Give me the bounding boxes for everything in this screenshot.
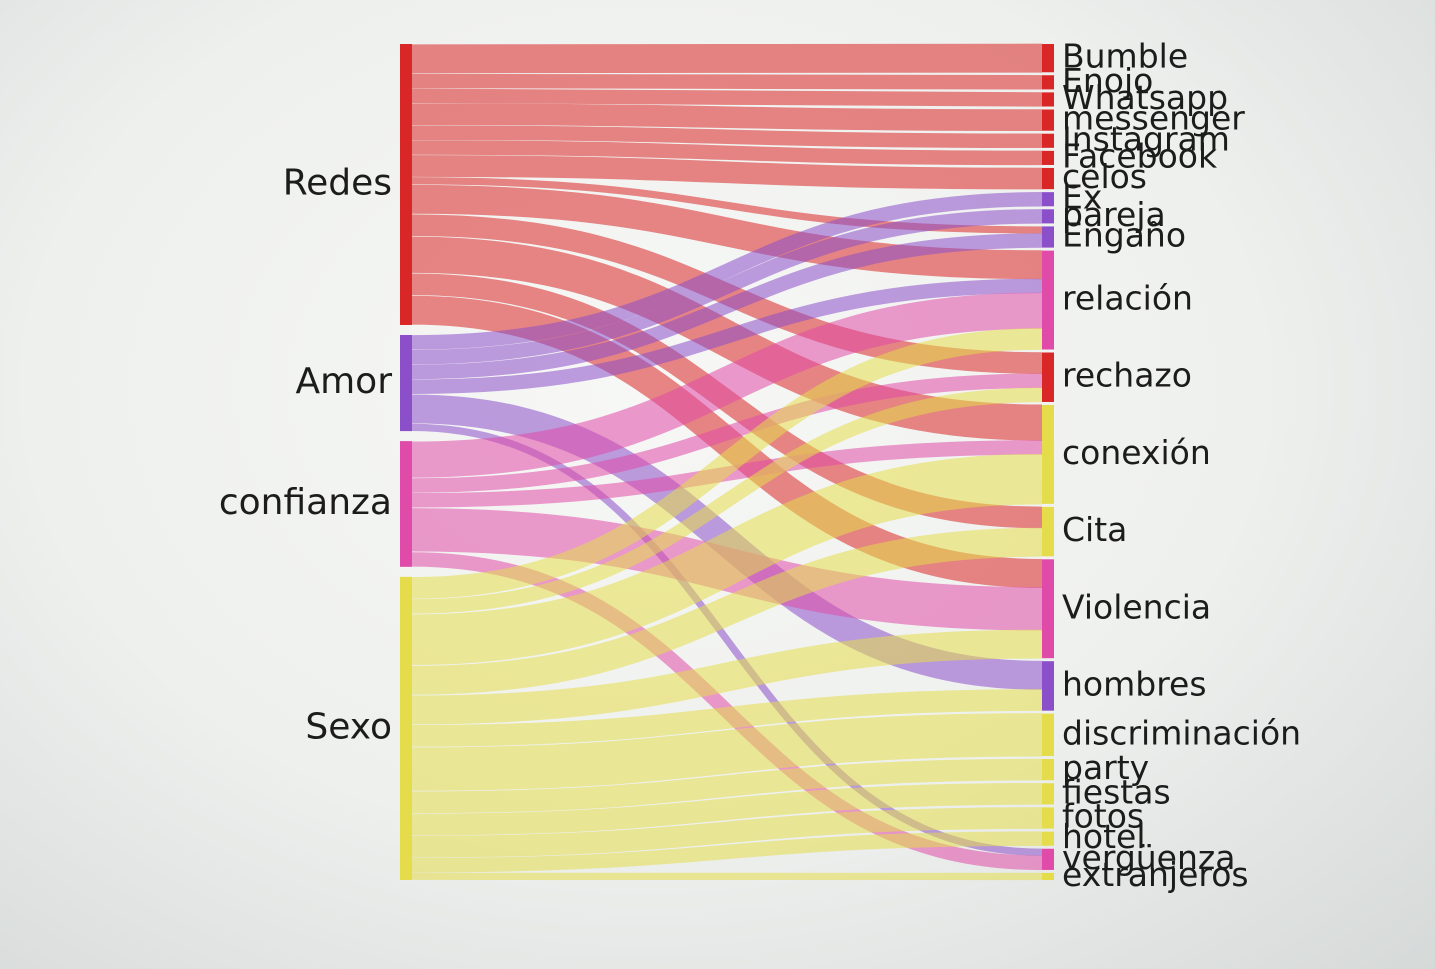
target-node-extranjeros	[1042, 872, 1054, 880]
source-node-confianza	[400, 441, 412, 567]
link-sexo-relacion	[411, 328, 1043, 599]
target-label-messenger: messenger	[1062, 99, 1245, 138]
link-confianza-relacion	[411, 292, 1043, 478]
target-label-hotel: hotel	[1062, 817, 1146, 856]
source-label-amor: Amor	[295, 361, 392, 402]
link-amor-relacion	[411, 278, 1043, 394]
target-node-hotel	[1042, 831, 1054, 846]
target-node-discriminacion	[1042, 713, 1054, 757]
link-redes-relacion	[411, 184, 1043, 280]
source-nodes	[400, 44, 412, 880]
link-sexo-hotel	[411, 831, 1043, 873]
target-label-cita: Cita	[1062, 510, 1127, 549]
target-node-hombres	[1042, 661, 1054, 711]
source-node-redes	[400, 44, 412, 325]
link-amor-ex	[411, 191, 1043, 350]
target-label-violencia: Violencia	[1062, 587, 1211, 626]
link-sexo-fotos	[411, 807, 1043, 858]
target-label-whatsapp: Whatsapp	[1062, 78, 1228, 117]
target-label-enojo: Enojo	[1062, 61, 1153, 100]
target-node-enojo	[1042, 75, 1054, 90]
source-label-redes: Redes	[283, 162, 392, 203]
target-label-ex: Ex	[1062, 178, 1102, 217]
target-label-party: party	[1062, 748, 1149, 787]
link-amor-pareja	[411, 209, 1043, 365]
link-redes-enojo	[411, 73, 1043, 90]
target-label-verguenza: vergüenza	[1062, 838, 1235, 877]
target-node-facebook	[1042, 150, 1054, 165]
source-node-amor	[400, 334, 412, 432]
source-label-confianza: confianza	[219, 482, 392, 523]
target-label-instagram: Instagram	[1062, 119, 1230, 158]
target-node-ex	[1042, 192, 1054, 207]
target-label-rechazo: rechazo	[1062, 356, 1192, 395]
link-amor-engano	[411, 233, 1043, 380]
link-sexo-violencia	[411, 629, 1043, 725]
link-redes-whatsapp	[411, 88, 1043, 107]
sankey-links	[411, 43, 1043, 881]
source-label-sexo: Sexo	[305, 706, 392, 747]
target-node-conexion	[1042, 404, 1054, 504]
link-redes-messenger	[411, 103, 1043, 131]
source-labels: Redes Amor confianza Sexo	[219, 162, 392, 747]
target-node-rechazo	[1042, 352, 1054, 402]
target-node-verguenza	[1042, 848, 1054, 870]
link-sexo-fiestas	[411, 782, 1043, 836]
target-label-relacion: relación	[1062, 279, 1193, 318]
link-redes-facebook	[411, 140, 1043, 166]
link-redes-instagram	[411, 125, 1043, 149]
link-confianza-rechazo	[411, 373, 1043, 493]
link-redes-bumble	[411, 43, 1043, 74]
target-label-bumble: Bumble	[1062, 37, 1188, 76]
link-sexo-party	[411, 758, 1043, 814]
link-redes-celos	[411, 155, 1043, 190]
target-node-pareja	[1042, 209, 1054, 224]
target-label-discriminacion: discriminación	[1062, 713, 1301, 752]
target-label-fotos: fotos	[1062, 797, 1144, 836]
target-node-cita	[1042, 506, 1054, 557]
target-label-hombres: hombres	[1062, 664, 1207, 703]
target-labels: BumbleEnojoWhatsappmessengerInstagramFac…	[1062, 37, 1301, 894]
target-label-fiestas: fiestas	[1062, 772, 1171, 811]
target-label-facebook: Facebook	[1062, 136, 1218, 175]
link-sexo-rechazo	[411, 387, 1043, 614]
link-sexo-conexion	[411, 453, 1043, 665]
target-label-celos: celos	[1062, 157, 1147, 196]
target-node-messenger	[1042, 109, 1054, 131]
target-label-conexion: conexión	[1062, 433, 1211, 472]
target-node-fiestas	[1042, 783, 1054, 805]
target-node-whatsapp	[1042, 92, 1054, 107]
target-node-instagram	[1042, 133, 1054, 148]
target-node-engano	[1042, 226, 1054, 248]
target-node-bumble	[1042, 44, 1054, 73]
target-nodes	[1042, 44, 1054, 880]
target-label-extranjeros: extranjeros	[1062, 855, 1249, 894]
target-node-party	[1042, 759, 1054, 781]
target-node-relacion	[1042, 250, 1054, 350]
target-node-celos	[1042, 167, 1054, 190]
target-node-violencia	[1042, 559, 1054, 659]
target-label-pareja: pareja	[1062, 195, 1166, 234]
link-sexo-discriminacion	[411, 713, 1043, 791]
link-sexo-cita	[411, 527, 1043, 695]
target-label-engano: Engaño	[1062, 216, 1186, 255]
target-node-fotos	[1042, 807, 1054, 829]
link-sexo-hombres	[411, 689, 1043, 747]
source-node-sexo	[400, 576, 412, 880]
